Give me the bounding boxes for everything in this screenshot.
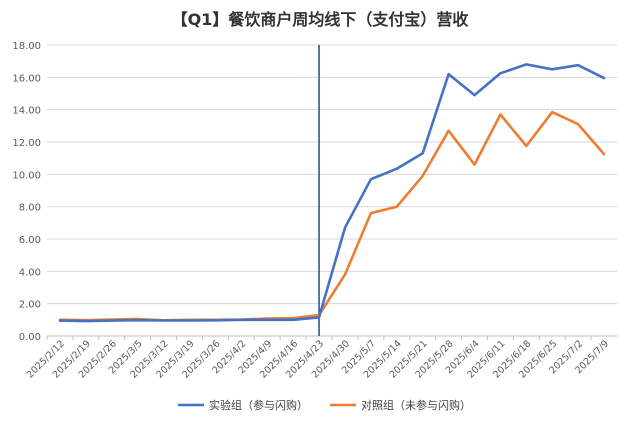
legend: 实验组（参与闪购） 对照组（未参与闪购）: [178, 398, 471, 412]
y-tick-label: 0.00: [19, 332, 41, 343]
y-tick-label: 6.00: [19, 235, 41, 246]
legend-label: 对照组（未参与闪购）: [361, 398, 471, 412]
y-tick-label: 10.00: [12, 170, 41, 181]
series-line-1: [60, 112, 604, 320]
gridlines: [47, 45, 617, 336]
y-tick-label: 12.00: [12, 138, 41, 149]
y-tick-label: 18.00: [12, 41, 41, 52]
y-tick-label: 4.00: [19, 267, 41, 278]
y-tick-label: 16.00: [12, 73, 41, 84]
y-tick-label: 8.00: [19, 203, 41, 214]
y-axis-ticks: 0.00 2.00 4.00 6.00 8.00 10.00 12.00 14.00 16.00…: [12, 41, 41, 343]
chart-title: 【Q1】餐饮商户周均线下（支付宝）营收: [172, 10, 469, 29]
series: [60, 64, 604, 321]
x-axis-ticks: 2025/2/122025/2/192025/2/262025/3/52025/…: [25, 336, 611, 381]
y-tick-label: 2.00: [19, 300, 41, 311]
legend-label: 实验组（参与闪购）: [209, 398, 308, 412]
y-tick-label: 14.00: [12, 106, 41, 117]
series-line-0: [60, 64, 604, 321]
